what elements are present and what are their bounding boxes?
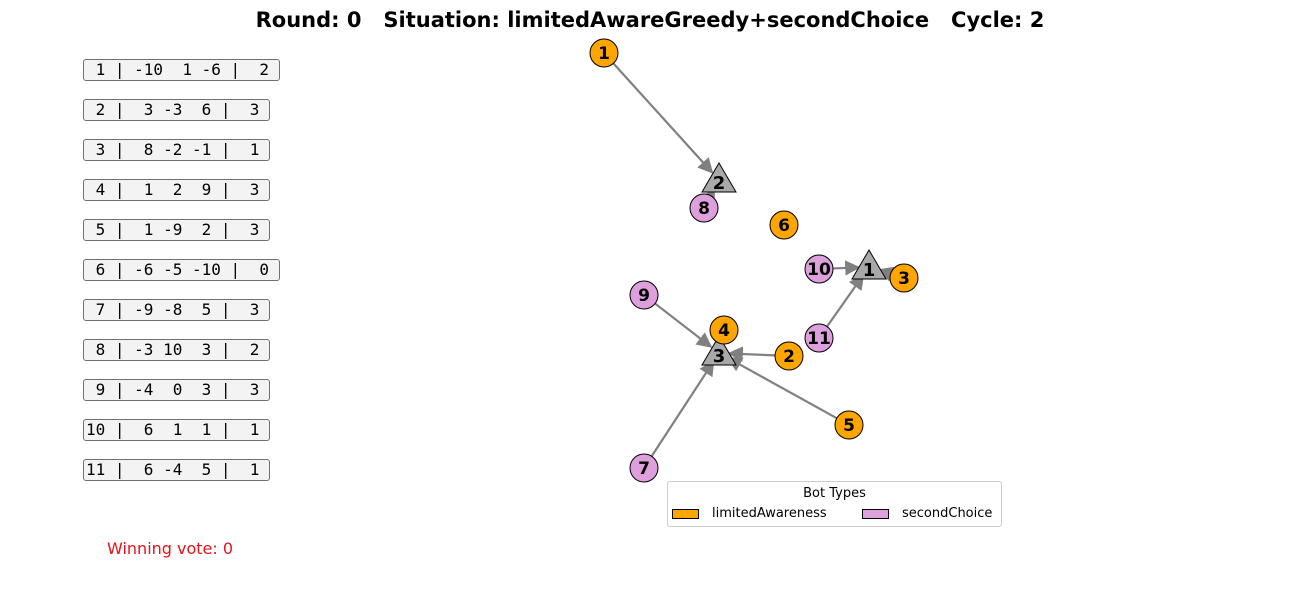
bot-circle-icon	[709, 315, 739, 345]
bot-label: 3	[898, 269, 910, 289]
bot-circle-icon	[774, 341, 804, 371]
bot-row-3: 3 | 8 -2 -1 | 1	[83, 139, 270, 161]
bot-row-6: 6 | -6 -5 -10 | 0	[83, 259, 280, 281]
bot-row-5: 5 | 1 -9 2 | 3	[83, 219, 270, 241]
bot-circle-icon	[889, 263, 919, 293]
figure-title: Round: 0 Situation: limitedAwareGreedy+s…	[255, 8, 1045, 32]
bot-row-11: 11 | 6 -4 5 | 1	[83, 459, 270, 481]
option-label: 1	[863, 260, 876, 281]
bot-row-8: 8 | -3 10 3 | 2	[83, 339, 270, 361]
bot-circle-icon	[804, 323, 834, 353]
vote-edge-bot-9-to-option-3	[654, 302, 713, 348]
vote-edge-bot-10-to-option-1	[832, 260, 861, 276]
bot-row-10: 10 | 6 1 1 | 1	[83, 419, 270, 441]
bot-label: 2	[783, 347, 795, 367]
bot-label: 8	[698, 199, 710, 219]
bot-circle-icon	[689, 193, 719, 223]
winning-vote-label: Winning vote: 0	[107, 539, 234, 558]
bot-circle-icon	[589, 38, 619, 68]
legend-title: Bot Types	[803, 486, 866, 501]
bot-circle-icon	[769, 210, 799, 240]
bot-circle-icon	[834, 410, 864, 440]
bot-node-3: 3	[889, 263, 919, 293]
option-nodes: 1 2 3	[701, 162, 887, 367]
option-label: 2	[713, 173, 726, 194]
bot-label: 11	[807, 329, 831, 349]
bot-node-9: 9	[629, 280, 659, 310]
bot-node-7: 7	[629, 453, 659, 483]
bot-label: 7	[638, 459, 650, 479]
bot-node-10: 10	[804, 254, 834, 284]
bot-circle-icon	[629, 280, 659, 310]
vote-edge-bot-11-to-option-1	[826, 273, 865, 328]
bot-node-6: 6	[769, 210, 799, 240]
bot-label: 1	[598, 44, 610, 64]
bot-node-8: 8	[689, 193, 719, 223]
bot-row-4: 4 | 1 2 9 | 3	[83, 179, 270, 201]
option-node-3: 3	[701, 335, 737, 367]
bot-circle-icon	[629, 453, 659, 483]
option-label: 3	[713, 346, 726, 367]
bot-row-1: 1 | -10 1 -6 | 2	[83, 59, 280, 81]
legend-swatch-limited-awareness	[672, 509, 699, 519]
bot-node-4: 4	[709, 315, 739, 345]
option-node-2: 2	[701, 162, 737, 194]
bot-node-1: 1	[589, 38, 619, 68]
option-triangle-icon	[701, 162, 737, 193]
bot-label: 5	[843, 416, 855, 436]
option-triangle-icon	[851, 249, 887, 280]
bot-node-5: 5	[834, 410, 864, 440]
vote-edge-bot-5-to-option-3	[726, 356, 838, 420]
bot-label: 9	[638, 286, 650, 306]
bot-label: 6	[778, 216, 790, 236]
bot-label: 4	[718, 321, 730, 341]
vote-edge-bot-1-to-option-2	[612, 62, 714, 174]
legend: Bot Types limitedAwareness secondChoice	[667, 481, 1002, 527]
option-triangle-icon	[701, 335, 737, 366]
legend-label: limitedAwareness	[712, 506, 827, 521]
bot-node-11: 11	[804, 323, 834, 353]
bot-node-2: 2	[774, 341, 804, 371]
bot-row-2: 2 | 3 -3 6 | 3	[83, 99, 270, 121]
bot-label: 10	[807, 260, 831, 280]
bot-nodes: 1 2 3 4 5 6 7 8 9 10 11	[589, 38, 919, 483]
bot-row-7: 7 | -9 -8 5 | 3	[83, 299, 270, 321]
vote-edges	[612, 62, 895, 457]
legend-label: secondChoice	[902, 506, 993, 521]
vote-edge-bot-7-to-option-3	[650, 360, 715, 457]
bot-row-9: 9 | -4 0 3 | 3	[83, 379, 270, 401]
vote-edge-bot-2-to-option-3	[727, 346, 776, 362]
legend-swatch-second-choice	[862, 509, 889, 519]
bot-circle-icon	[804, 254, 834, 284]
option-node-1: 1	[851, 249, 887, 281]
